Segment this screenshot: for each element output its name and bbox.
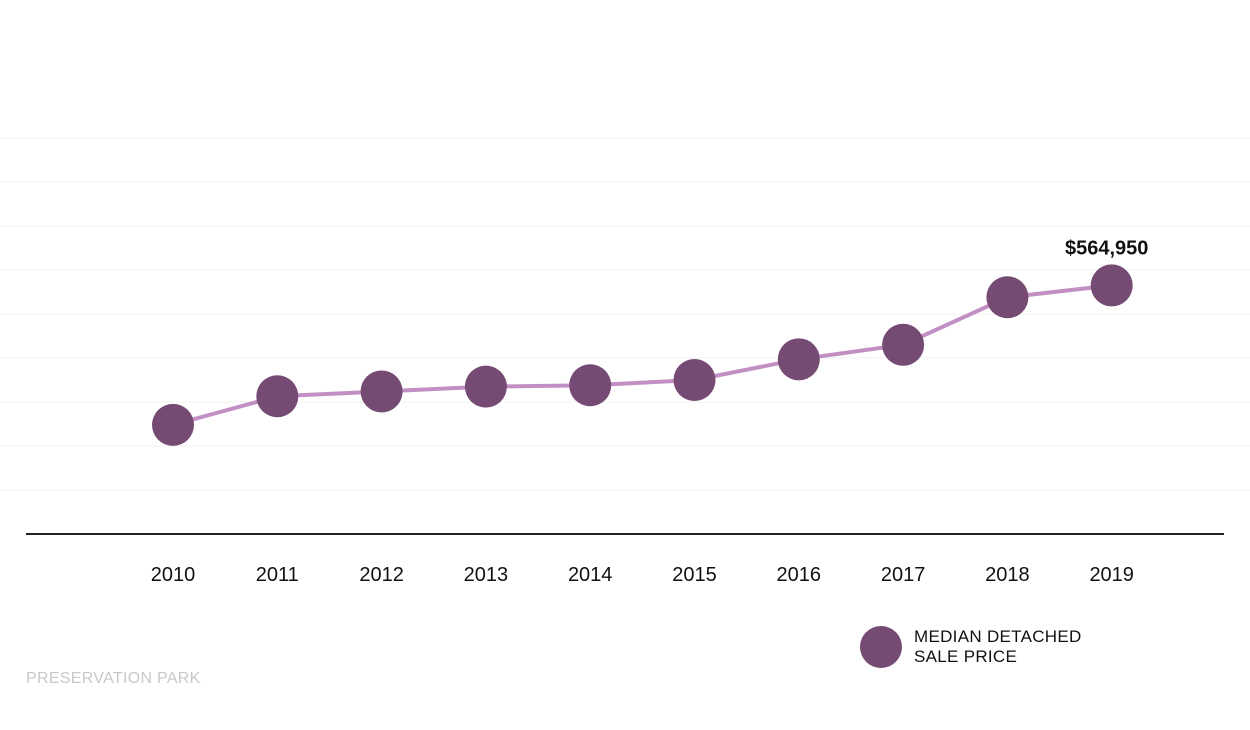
data-point-2014[interactable] — [569, 364, 612, 407]
x-axis-tick-labels: 2010 2011 2012 2013 2014 2015 2016 2017 2018 2019 — [151, 564, 1134, 586]
data-point-2013[interactable] — [464, 365, 507, 408]
annotations: $564,950 — [1065, 237, 1148, 259]
data-point-2017[interactable] — [882, 323, 925, 366]
x-tick-label-2019: 2019 — [1089, 564, 1134, 586]
series-median-detached-sale-price — [152, 264, 1133, 446]
legend-marker — [860, 626, 902, 668]
x-tick-label-2013: 2013 — [464, 564, 509, 586]
data-point-2016[interactable] — [777, 338, 820, 381]
x-tick-label-2014: 2014 — [568, 564, 613, 586]
x-tick-label-2012: 2012 — [359, 564, 404, 586]
legend-label-line-2: SALE PRICE — [914, 647, 1018, 666]
x-tick-label-2016: 2016 — [777, 564, 822, 586]
x-tick-label-2015: 2015 — [672, 564, 717, 586]
footer-location-label: PRESERVATION PARK — [26, 670, 201, 687]
grid-lines — [0, 137, 1250, 491]
data-point-2019[interactable] — [1090, 264, 1133, 307]
data-point-2015[interactable] — [673, 359, 716, 401]
data-point-2010[interactable] — [152, 403, 194, 446]
data-label-2019: $564,950 — [1065, 237, 1148, 259]
legend-label: MEDIAN DETACHED SALE PRICE — [914, 627, 1082, 667]
data-point-2012[interactable] — [360, 370, 403, 413]
x-tick-label-2011: 2011 — [256, 564, 299, 586]
x-tick-label-2010: 2010 — [151, 564, 196, 586]
data-point-2018[interactable] — [986, 276, 1029, 319]
legend: MEDIAN DETACHED SALE PRICE — [860, 626, 1082, 668]
x-tick-label-2017: 2017 — [881, 564, 926, 586]
series-line — [172, 283, 1112, 427]
data-point-2011[interactable] — [256, 375, 299, 418]
legend-label-line-1: MEDIAN DETACHED — [914, 627, 1082, 646]
x-tick-label-2018: 2018 — [985, 564, 1030, 586]
